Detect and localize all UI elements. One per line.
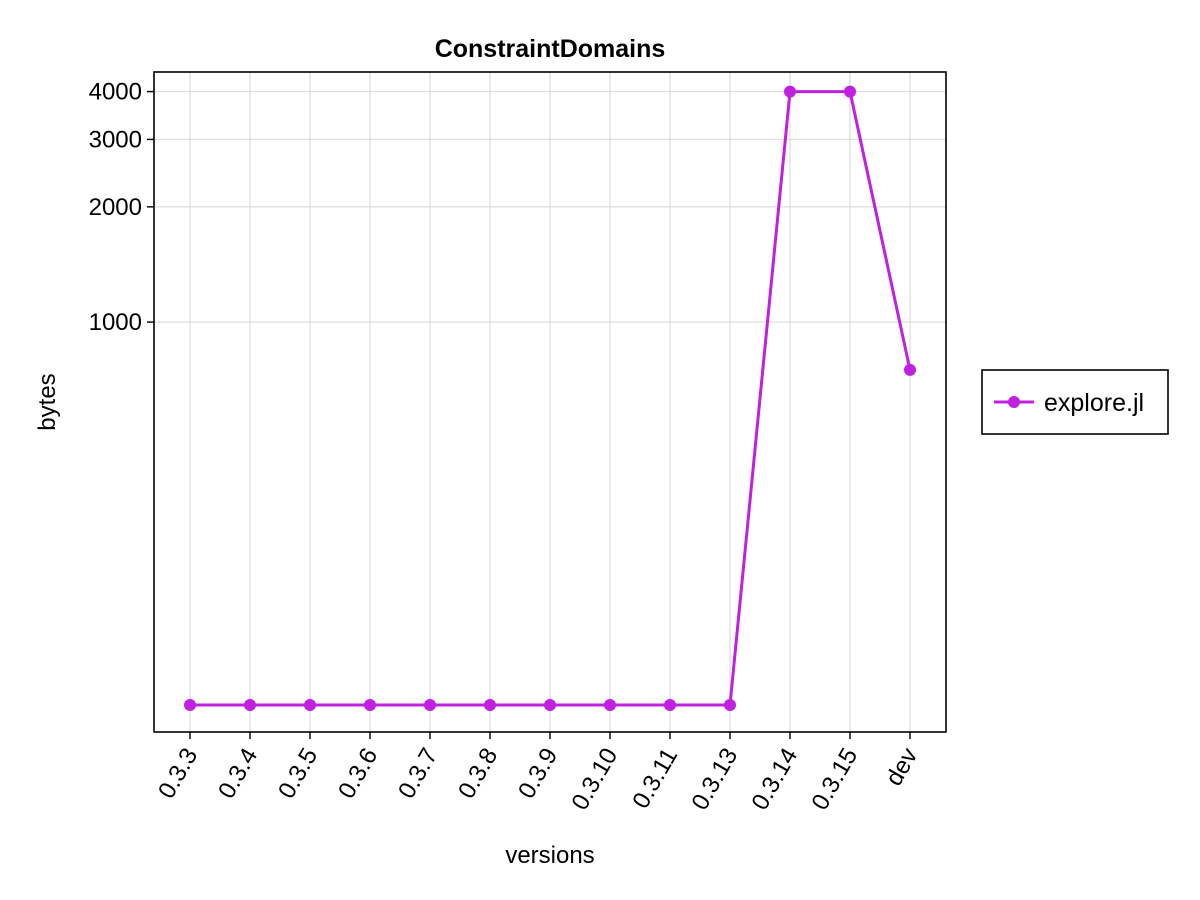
grid [154, 72, 946, 732]
chart-title: ConstraintDomains [435, 35, 666, 63]
data-point [244, 699, 256, 711]
legend: explore.jl [981, 369, 1169, 435]
y-tick-label: 1000 [89, 309, 142, 336]
data-point [904, 363, 916, 376]
series-explore-jl [184, 85, 916, 711]
data-point [304, 699, 316, 711]
legend-swatch-marker [1008, 396, 1020, 408]
y-axis: 1000 2000 3000 4000 [89, 79, 154, 336]
legend-label-explore-jl: explore.jl [1044, 389, 1144, 417]
y-tick-label: 4000 [89, 79, 142, 106]
data-point [544, 699, 556, 711]
y-tick-label: 3000 [89, 126, 142, 153]
data-point [424, 699, 436, 711]
data-point [784, 85, 796, 98]
data-point [184, 699, 196, 711]
data-point [364, 699, 376, 711]
data-point [844, 85, 856, 98]
y-tick-label: 2000 [89, 194, 142, 221]
data-point [724, 699, 736, 711]
y-axis-label: bytes [34, 373, 61, 430]
x-axis-label: versions [505, 842, 594, 869]
data-point [484, 699, 496, 711]
data-point [664, 699, 676, 711]
data-point [604, 699, 616, 711]
